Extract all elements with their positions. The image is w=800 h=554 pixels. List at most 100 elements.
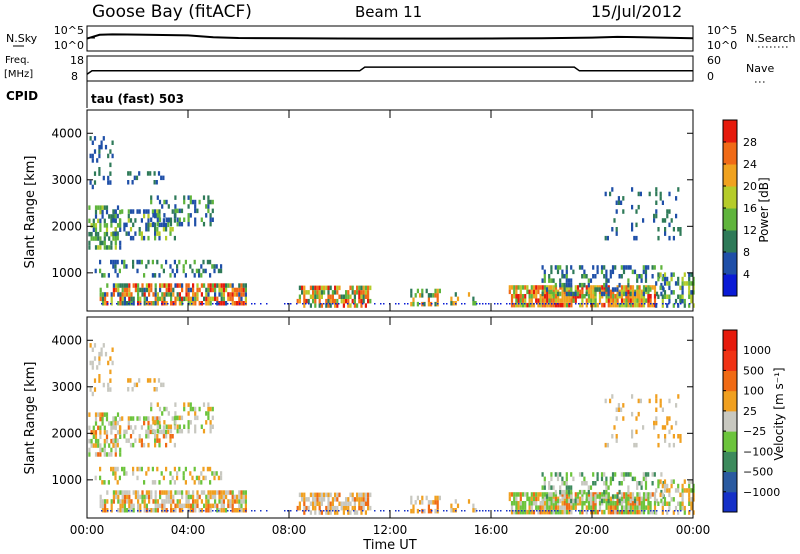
power-heatmap-cell xyxy=(692,285,695,291)
velocity-heatmap-cell xyxy=(364,492,367,498)
velocity-heatmap-cell xyxy=(644,476,648,482)
velocity-heatmap-cell xyxy=(178,490,181,495)
power-heatmap-cell xyxy=(660,282,663,288)
power-heatmap-cell xyxy=(640,302,643,308)
velocity-heatmap-cell xyxy=(207,490,210,495)
velocity-heatmap-cell xyxy=(105,438,109,444)
power-heatmap-cell xyxy=(438,288,441,294)
power-colorbar-tick-label: 4 xyxy=(743,268,750,281)
velocity-heatmap-cell xyxy=(98,374,101,379)
power-heatmap-cell xyxy=(101,273,104,278)
velocity-heatmap-cell xyxy=(222,499,225,504)
power-heatmap-cell xyxy=(125,264,128,269)
power-heatmap-ground-cell xyxy=(290,303,292,305)
power-heatmap-cell xyxy=(614,294,617,299)
velocity-heatmap-cell xyxy=(123,490,126,495)
power-heatmap-cell xyxy=(668,191,671,197)
power-heatmap-cell xyxy=(116,231,119,236)
velocity-heatmap-cell xyxy=(316,497,319,502)
power-heatmap-cell xyxy=(552,298,555,303)
power-heatmap-cell xyxy=(567,278,571,283)
power-heatmap-cell xyxy=(105,231,109,237)
velocity-heatmap-cell xyxy=(570,494,573,499)
velocity-heatmap-cell xyxy=(125,438,128,443)
power-heatmap-cell xyxy=(165,235,168,241)
velocity-heatmap-cell xyxy=(176,428,179,434)
velocity-heatmap-cell xyxy=(472,503,475,509)
power-heatmap-cell xyxy=(108,214,111,219)
velocity-heatmap-cell xyxy=(550,492,553,497)
power-heatmap-ground-cell xyxy=(422,303,424,305)
power-heatmap-cell xyxy=(364,285,367,291)
velocity-heatmap-cell xyxy=(162,434,165,439)
power-heatmap-cell xyxy=(187,217,190,222)
power-heatmap-cell xyxy=(672,290,675,295)
velocity-heatmap-cell xyxy=(557,509,560,515)
velocity-heatmap-ground-cell xyxy=(284,510,286,512)
x-axis-label: Time UT xyxy=(362,538,416,553)
velocity-heatmap-cell xyxy=(578,489,582,495)
velocity-heatmap-cell xyxy=(513,509,516,515)
power-heatmap-cell xyxy=(132,264,135,269)
power-heatmap-ground-cell xyxy=(335,303,337,305)
velocity-heatmap-cell xyxy=(222,503,225,509)
velocity-heatmap-cell xyxy=(642,472,645,477)
power-heatmap-cell xyxy=(101,214,104,219)
velocity-heatmap-cell xyxy=(154,494,157,500)
velocity-heatmap-cell xyxy=(657,483,660,489)
velocity-heatmap-cell xyxy=(303,510,306,515)
velocity-heatmap-cell xyxy=(369,492,372,498)
power-heatmap-cell xyxy=(661,298,664,304)
velocity-heatmap-cell xyxy=(101,508,104,513)
power-heatmap-cell xyxy=(609,298,613,303)
velocity-heatmap-cell xyxy=(238,494,241,500)
velocity-heatmap-cell xyxy=(581,505,584,510)
power-heatmap-cell xyxy=(570,282,573,288)
power-heatmap-cell xyxy=(677,281,680,286)
velocity-heatmap-cell xyxy=(143,499,146,504)
power-heatmap-cell xyxy=(118,268,121,274)
power-heatmap-cell xyxy=(358,290,361,295)
velocity-heatmap-cell xyxy=(171,416,174,421)
power-heatmap-cell xyxy=(679,285,682,291)
velocity-heatmap xyxy=(88,343,695,515)
power-heatmap-cell xyxy=(661,218,664,223)
velocity-heatmap-cell xyxy=(309,510,312,515)
power-heatmap-cell xyxy=(170,296,173,302)
power-heatmap-cell xyxy=(660,265,663,270)
velocity-heatmap-cell xyxy=(513,496,516,502)
velocity-heatmap-cell xyxy=(119,499,122,504)
velocity-heatmap-cell xyxy=(585,481,588,486)
power-heatmap-cell xyxy=(136,268,139,274)
velocity-heatmap-cell xyxy=(347,505,350,511)
power-heatmap-cell xyxy=(163,292,166,297)
power-heatmap-cell xyxy=(629,285,632,290)
velocity-heatmap-cell xyxy=(331,505,334,511)
velocity-heatmap-cell xyxy=(541,505,544,510)
power-heatmap-cell xyxy=(209,273,212,278)
velocity-heatmap-cell xyxy=(436,504,439,509)
power-heatmap-cell xyxy=(193,273,196,278)
power-heatmap-cell xyxy=(318,290,321,295)
power-heatmap-cell xyxy=(607,302,610,308)
power-heatmap-cell xyxy=(556,291,560,297)
velocity-heatmap-cell xyxy=(581,472,584,477)
velocity-heatmap-cell xyxy=(111,347,114,352)
power-heatmap-cell xyxy=(592,289,595,295)
velocity-heatmap-cell xyxy=(524,509,527,515)
velocity-heatmap-cell xyxy=(88,452,91,457)
velocity-heatmap-cell xyxy=(132,503,135,509)
power-heatmap-cell xyxy=(242,292,245,297)
power-heatmap-cell xyxy=(128,287,131,293)
power-heatmap-cell xyxy=(154,292,157,297)
velocity-heatmap-cell xyxy=(145,416,148,421)
velocity-heatmap-cell xyxy=(158,406,162,412)
velocity-heatmap-cell xyxy=(123,494,126,500)
velocity-heatmap-cell xyxy=(603,509,606,515)
velocity-heatmap-cell xyxy=(635,442,638,448)
x-tick-label: 08:00 xyxy=(272,523,307,537)
power-heatmap-ground-cell xyxy=(656,303,658,305)
power-heatmap-cell xyxy=(615,231,618,236)
velocity-heatmap-cell xyxy=(101,503,104,509)
velocity-heatmap-cell xyxy=(601,492,604,497)
